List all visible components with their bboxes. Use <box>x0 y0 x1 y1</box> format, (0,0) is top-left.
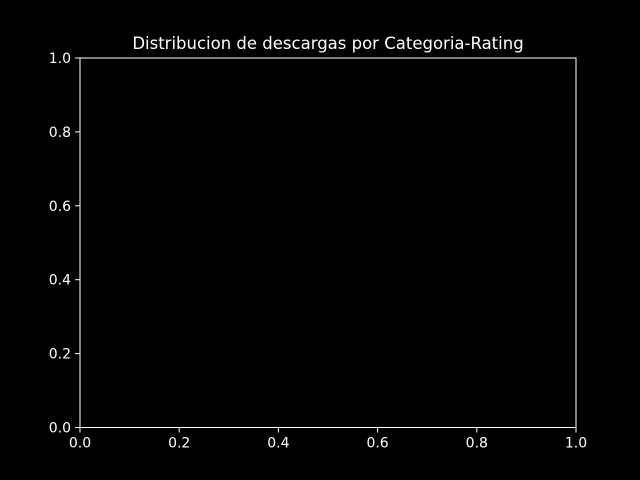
y-tick-label: 0.2 <box>49 347 71 363</box>
chart-title: Distribucion de descargas por Categoria-… <box>132 34 523 53</box>
y-tick-label: 0.0 <box>49 421 71 437</box>
x-axis: 0.0 0.2 0.4 0.6 0.8 1.0 <box>69 427 587 452</box>
x-tick-label: 0.2 <box>168 436 190 452</box>
y-tick-label: 1.0 <box>49 51 71 67</box>
y-axis: 0.0 0.2 0.4 0.6 0.8 1.0 <box>49 51 80 437</box>
x-tick-label: 1.0 <box>565 436 587 452</box>
y-tick-label: 0.8 <box>49 125 71 141</box>
x-tick-label: 0.0 <box>69 436 91 452</box>
y-tick-label: 0.4 <box>49 273 71 289</box>
plot-area <box>79 57 577 428</box>
x-tick-label: 0.4 <box>267 436 289 452</box>
x-tick-label: 0.8 <box>466 436 488 452</box>
x-tick-label: 0.6 <box>366 436 388 452</box>
y-tick-label: 0.6 <box>49 199 71 215</box>
